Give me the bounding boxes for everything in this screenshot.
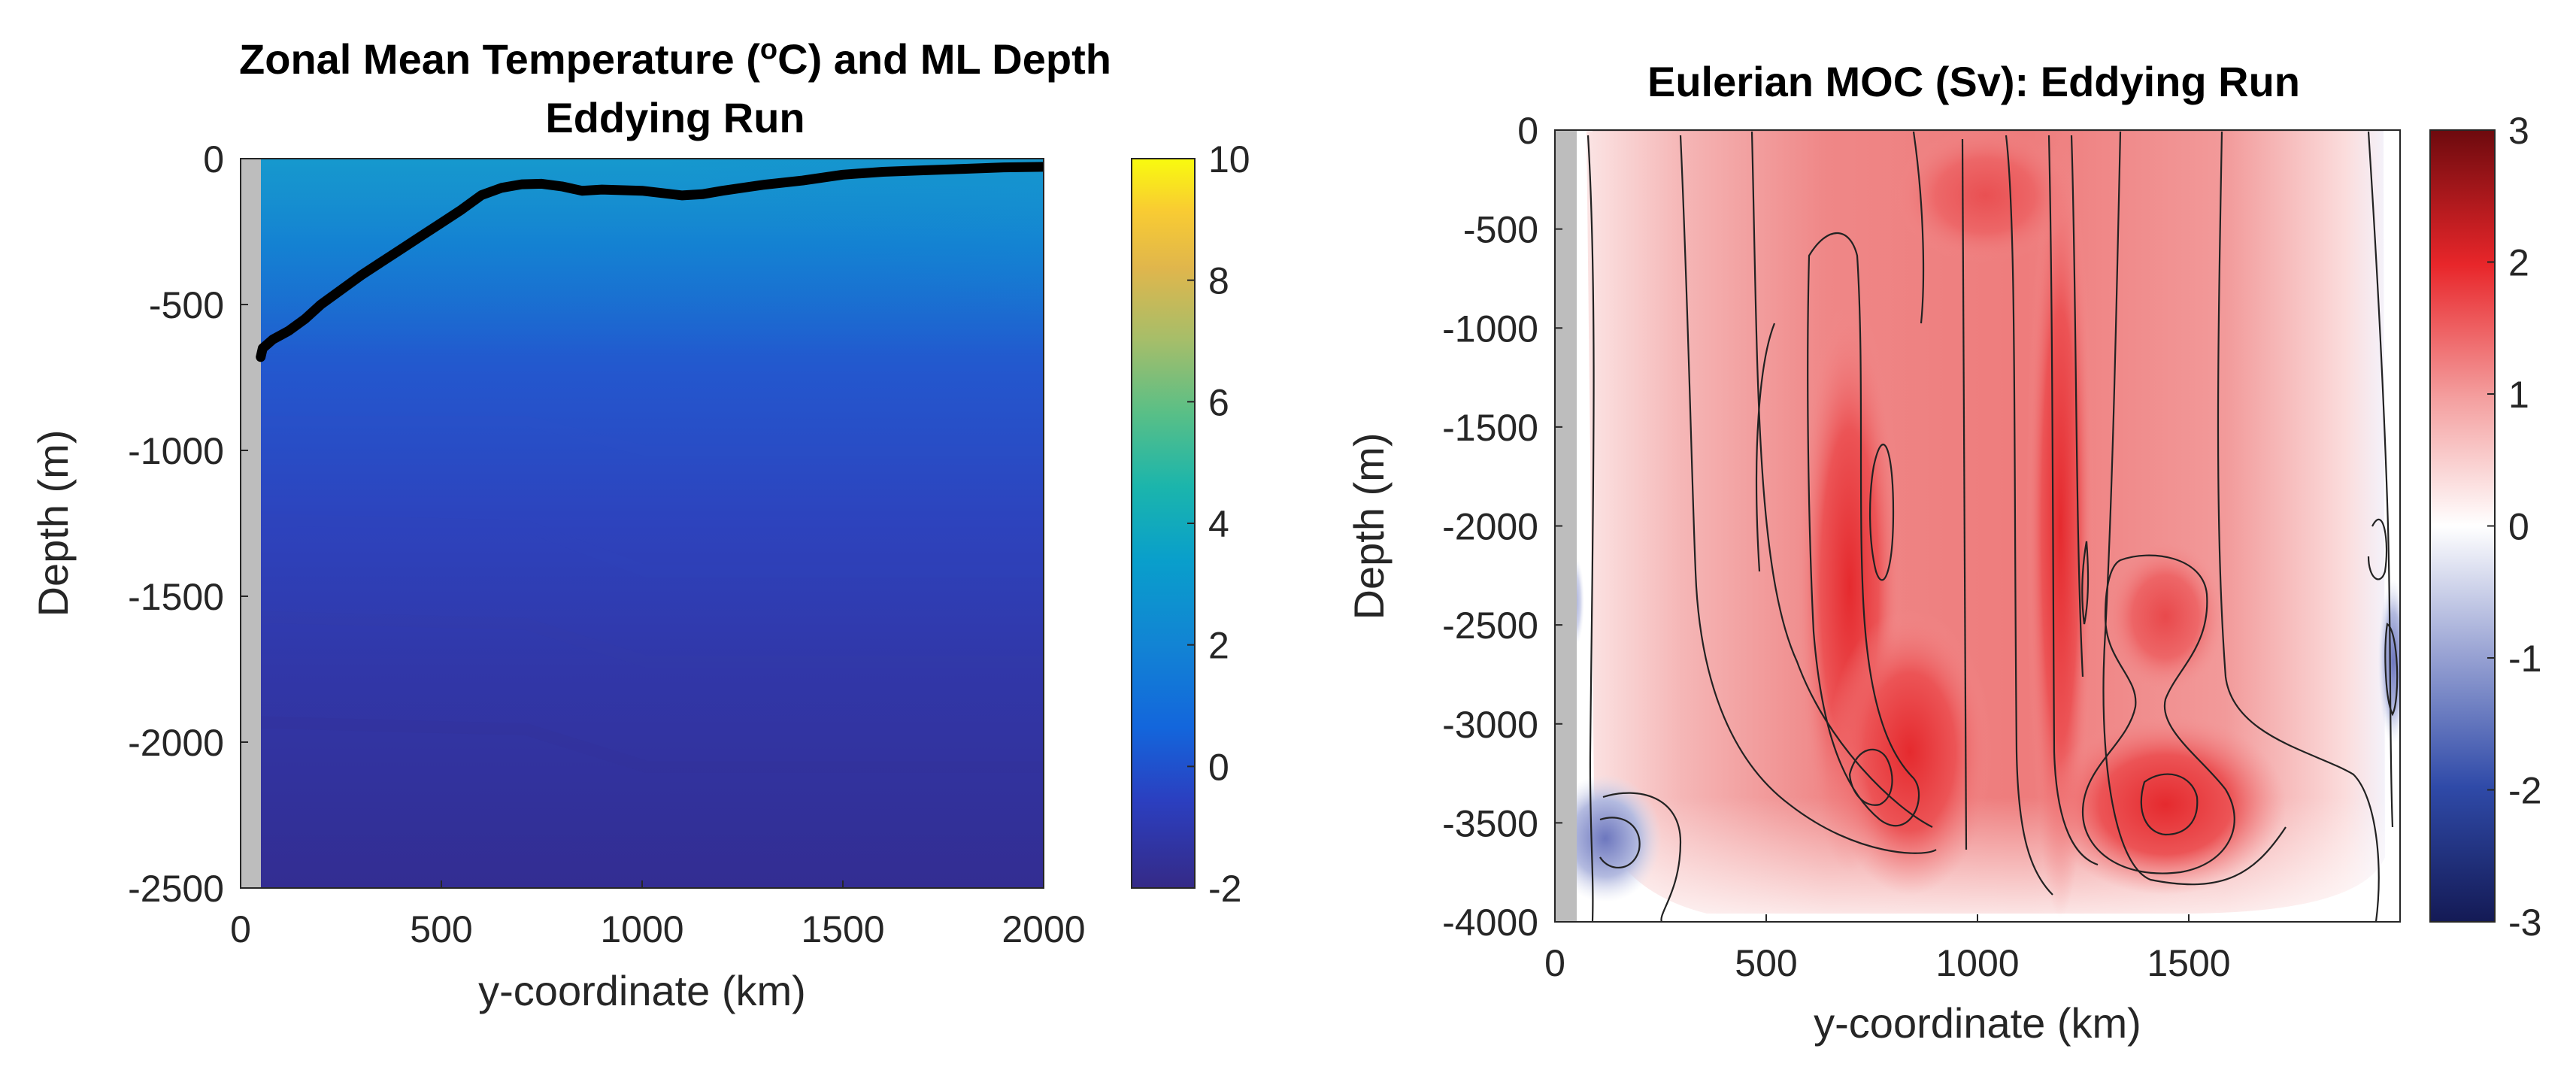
temperature-x-tick-label: 500 (410, 908, 472, 950)
temperature-x-axis-label: y-coordinate (km) (478, 967, 806, 1014)
temperature-y-ticks: 0 -500 -1000 -1500 -2000 -2500 (128, 138, 248, 910)
temperature-colorbar (1132, 159, 1195, 888)
moc-colorbar-tick-label: -3 (2508, 902, 2541, 944)
moc-chart-title: Eulerian MOC (Sv): Eddying Run (1647, 58, 2300, 105)
moc-field (1555, 130, 2400, 922)
temperature-x-tick-label: 1500 (801, 908, 884, 950)
temperature-chart-title-line2: Eddying Run (545, 94, 805, 141)
moc-x-tick-label: 1500 (2147, 942, 2230, 984)
temperature-colorbar-tick-label: 2 (1208, 625, 1229, 667)
temperature-y-axis-label: Depth (m) (29, 430, 77, 617)
moc-y-tick-label: -1000 (1442, 308, 1538, 350)
moc-x-axis-label: y-coordinate (km) (1814, 999, 2141, 1047)
temperature-chart: Zonal Mean Temperature (oC) and ML Depth… (29, 34, 1250, 1014)
moc-colorbar (2430, 130, 2495, 922)
temperature-colorbar-tick-label: -2 (1208, 868, 1241, 910)
moc-x-ticks: 0 500 1000 1500 (1544, 914, 2231, 984)
moc-y-tick-label: -3000 (1442, 704, 1538, 746)
temperature-colorbar-tick-label: 10 (1208, 138, 1250, 180)
temperature-y-tick-label: 0 (203, 138, 224, 180)
moc-y-ticks: 0 -500 -1000 -1500 -2000 -2500 -3000 -3500 -4000 (1442, 110, 1562, 944)
moc-colorbar-ticks: 3 2 1 0 -1 -2 -3 (2487, 110, 2541, 944)
moc-colorbar-tick-label: 3 (2508, 110, 2529, 152)
temperature-colorbar-tick-label: 4 (1208, 503, 1229, 545)
moc-x-tick-label: 500 (1735, 942, 1797, 984)
temperature-colorbar-tick-label: 0 (1208, 746, 1229, 788)
moc-colorbar-tick-label: -2 (2508, 770, 2541, 812)
moc-y-axis-label: Depth (m) (1345, 433, 1393, 620)
title-part-a: Zonal Mean Temperature ( (239, 35, 760, 83)
moc-y-tick-label: -4000 (1442, 902, 1538, 944)
temperature-chart-title-line1: Zonal Mean Temperature (oC) and ML Depth (239, 34, 1111, 83)
moc-y-tick-label: -3500 (1442, 802, 1538, 844)
moc-y-tick-label: 0 (1517, 110, 1538, 152)
temperature-y-tick-label: -2500 (128, 868, 224, 910)
moc-colorbar-tick-label: -1 (2508, 638, 2541, 680)
moc-y-tick-label: -1500 (1442, 407, 1538, 449)
moc-colorbar-tick-label: 1 (2508, 374, 2529, 416)
moc-chart: Eulerian MOC (Sv): Eddying Run (1345, 58, 2541, 1047)
moc-colorbar-tick-label: 0 (2508, 506, 2529, 548)
temperature-y-tick-label: -1500 (128, 576, 224, 618)
temperature-y-tick-label: -2000 (128, 722, 224, 764)
temperature-colorbar-tick-label: 6 (1208, 381, 1229, 423)
temperature-colorbar-tick-label: 8 (1208, 260, 1229, 302)
title-part-b: C) and ML Depth (777, 35, 1111, 83)
temperature-x-tick-label: 0 (230, 908, 251, 950)
moc-colorbar-tick-label: 2 (2508, 242, 2529, 284)
moc-y-tick-label: -500 (1463, 209, 1538, 251)
moc-contours (1587, 130, 2399, 922)
moc-x-tick-label: 1000 (1935, 942, 2019, 984)
temperature-colorbar-ticks: 10 8 6 4 2 0 -2 (1187, 138, 1250, 910)
temperature-x-tick-label: 2000 (1002, 908, 1085, 950)
temperature-x-ticks: 0 500 1000 1500 2000 (230, 880, 1086, 950)
title-degree-o: o (760, 34, 777, 65)
temperature-land-mask (241, 159, 261, 888)
temperature-y-tick-label: -500 (149, 284, 224, 326)
moc-x-tick-label: 0 (1544, 942, 1565, 984)
temperature-x-tick-label: 1000 (600, 908, 683, 950)
ml-depth-line (256, 162, 1044, 362)
temperature-y-tick-label: -1000 (128, 430, 224, 472)
temperature-field (241, 159, 1044, 888)
moc-y-tick-label: -2500 (1442, 605, 1538, 647)
moc-y-tick-label: -2000 (1442, 506, 1538, 548)
